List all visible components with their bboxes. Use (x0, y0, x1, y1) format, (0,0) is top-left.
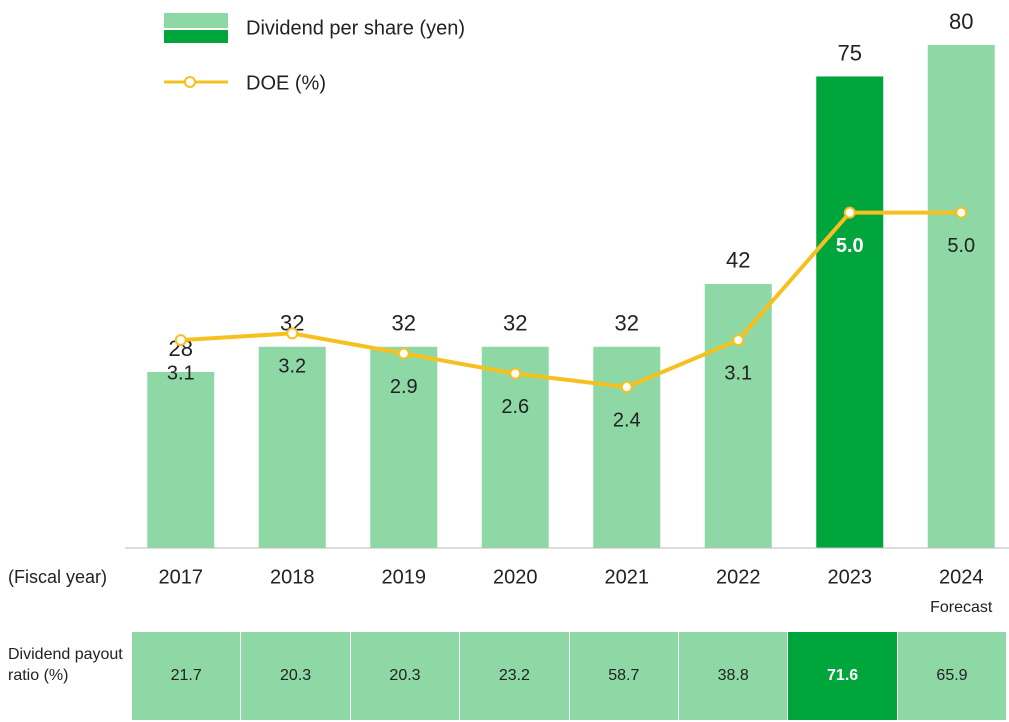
doe-marker (843, 206, 856, 219)
x-tick-label: 2019 (382, 566, 427, 588)
row-label: Dividend payout ratio (%) (8, 646, 123, 684)
doe-value-label: 3.1 (724, 362, 752, 384)
doe-value-label: 2.9 (390, 376, 418, 398)
legend-marker (184, 76, 196, 88)
doe-marker (955, 206, 968, 219)
doe-marker (732, 334, 745, 347)
doe-marker (620, 381, 633, 394)
doe-value-label: 3.2 (278, 356, 306, 378)
bar-value-label: 32 (503, 311, 527, 336)
legend-label: DOE (%) (246, 72, 326, 94)
x-tick-label: 2020 (493, 566, 538, 588)
x-tick-label: 2021 (605, 566, 650, 588)
x-axis-label: (Fiscal year) (8, 567, 107, 587)
doe-value-label: 5.0 (836, 235, 864, 257)
doe-value-label: 3.1 (167, 362, 195, 384)
bar-value-label: 80 (949, 9, 973, 34)
bar (816, 76, 884, 548)
bar-value-label: 42 (726, 248, 750, 273)
payout-table: Dividend payout ratio (%) 21.7 20.3 20.3 23… (0, 632, 1009, 720)
bar (593, 346, 661, 548)
payout-cell: 20.3 (241, 632, 351, 720)
bar (370, 346, 438, 548)
payout-cell: 21.7 (132, 632, 242, 720)
doe-marker (397, 347, 410, 360)
payout-cell: 20.3 (350, 632, 461, 720)
bar (147, 371, 215, 548)
doe-marker (286, 327, 299, 340)
doe-value-label: 5.0 (947, 235, 975, 257)
bar-value-label: 32 (615, 311, 639, 336)
payout-cell: 38.8 (679, 632, 789, 720)
x-tick-label: 2023 (828, 566, 873, 588)
doe-value-label: 2.4 (613, 409, 641, 431)
bar (927, 45, 995, 548)
payout-cell: 58.7 (569, 632, 679, 720)
doe-value-label: 2.6 (501, 396, 529, 418)
doe-marker (509, 367, 522, 380)
bar-value-label: 32 (392, 311, 416, 336)
legend-swatch (164, 30, 228, 43)
payout-cell: 65.9 (897, 632, 1008, 720)
bar (481, 346, 549, 548)
x-tick-label: 2017 (159, 566, 204, 588)
x-tick-label: 2024 (939, 566, 984, 588)
bar (704, 283, 772, 548)
payout-cell: 71.6 (788, 632, 898, 720)
doe-line (180, 210, 962, 390)
doe-marker (174, 334, 187, 347)
x-tick-note: Forecast (930, 599, 993, 616)
x-tick-label: 2022 (716, 566, 761, 588)
payout-cell: 23.2 (460, 632, 570, 720)
chart: Dividend per share (yen) DOE (%) (Fiscal… (8, 9, 1009, 616)
legend-label: Dividend per share (yen) (246, 17, 465, 39)
bar (258, 346, 326, 548)
x-tick-label: 2018 (270, 566, 315, 588)
bar-value-label: 75 (838, 40, 862, 65)
legend-swatch (164, 13, 228, 28)
